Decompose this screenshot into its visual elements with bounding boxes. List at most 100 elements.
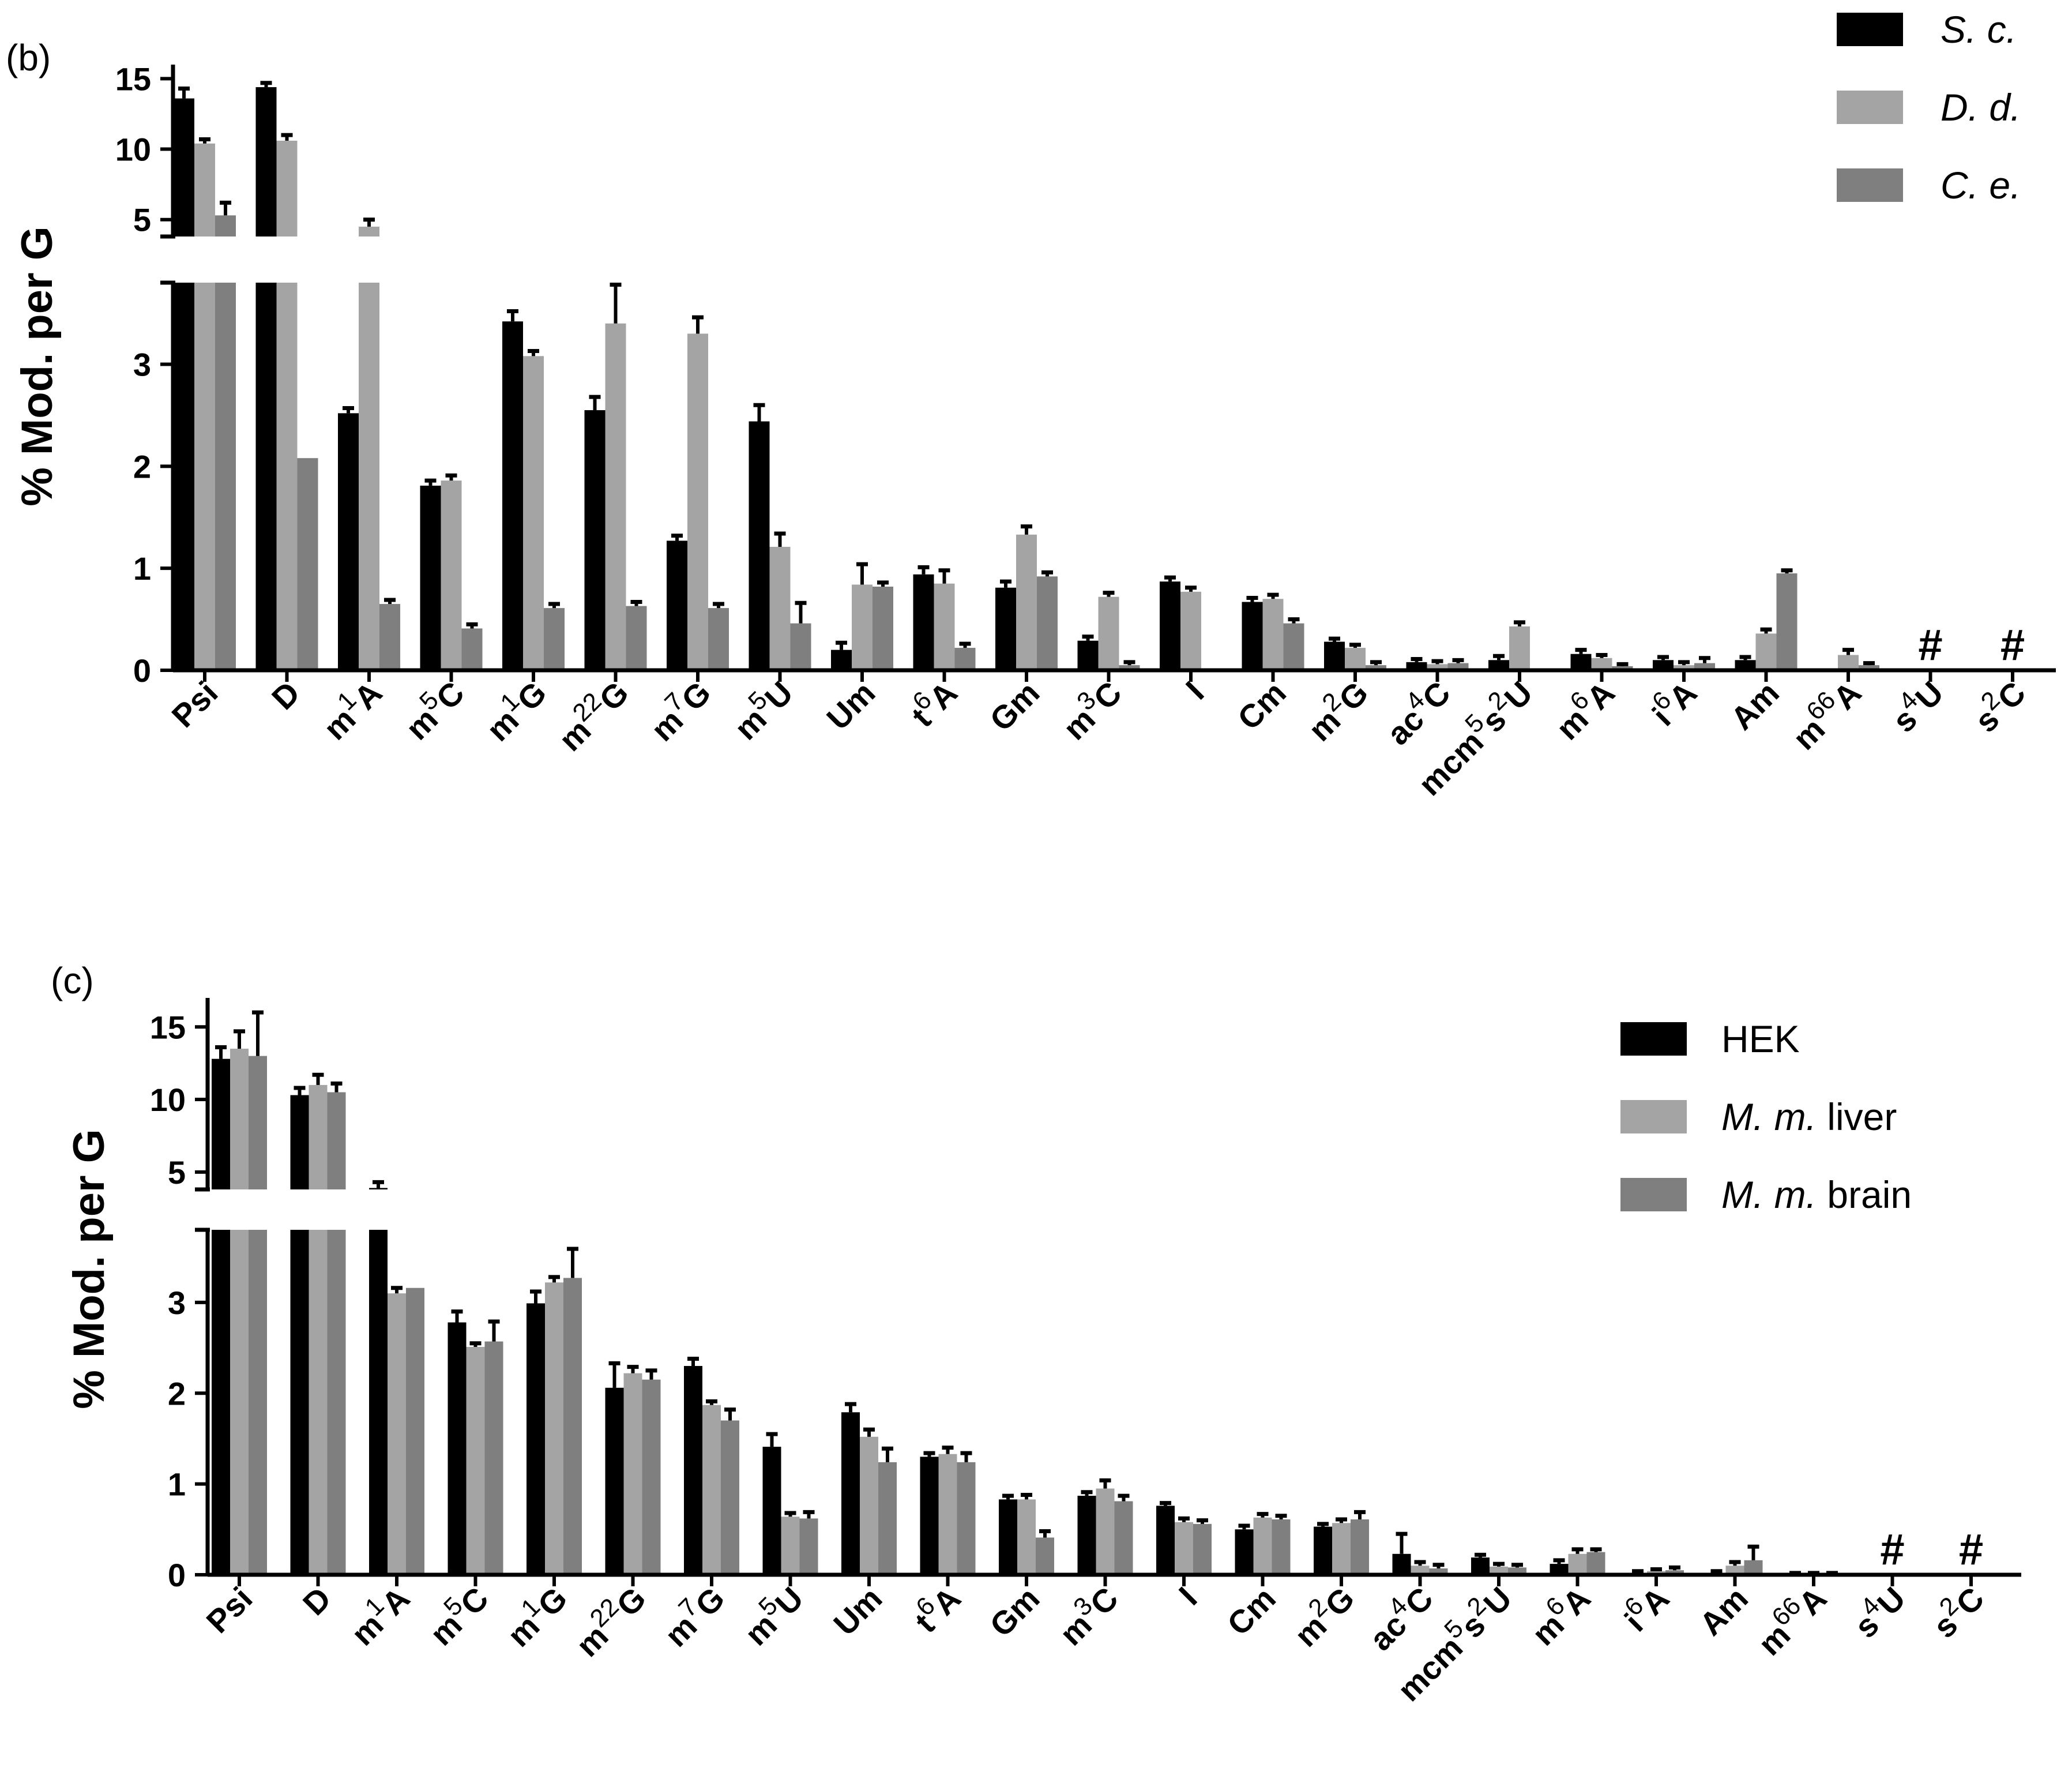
legend-swatch (1837, 13, 1903, 46)
bar-S. c.-m5U-lower (749, 421, 770, 670)
bar-D. d.-m3C-lower (1098, 596, 1119, 670)
bar-M. m. liver-m7G-lower (702, 1405, 721, 1575)
bar-HEK-m22G-lower (605, 1387, 624, 1575)
x-tick-label: Cm (1231, 674, 1293, 737)
bar-M. m. brain-Cm-lower (1272, 1519, 1291, 1575)
bar-C. e.-m1G-lower (544, 608, 565, 670)
bar-M. m. brain-Am-lower (1744, 1560, 1763, 1575)
x-tick-label: t6A (900, 669, 964, 734)
bar-M. m. liver-m6A-lower (1568, 1553, 1587, 1575)
bar-D. d.-Cm-lower (1262, 599, 1284, 670)
bar-HEK-D-lower (290, 1230, 309, 1575)
x-tick-label: i6A (1641, 669, 1704, 733)
not-detected-mark: # (1918, 621, 1942, 670)
x-tick-label: Cm (1220, 1580, 1283, 1642)
x-tick-label: m5U (733, 1575, 810, 1652)
bar-D. d.-Gm-lower (1016, 534, 1037, 670)
bar-M. m. brain-Psi-upper (249, 1056, 267, 1189)
bar-D. d.-ac4C-lower (1427, 664, 1448, 670)
bar-M. m. liver-m22G-lower (623, 1373, 642, 1575)
bar-C. e.-m6A-lower (1612, 666, 1633, 670)
bar-D. d.-Psi-upper (194, 143, 215, 237)
bar-M. m. brain-m1A-lower (406, 1287, 424, 1575)
x-tick-label: s2C (1921, 1575, 1991, 1645)
bar-M. m. brain-D-lower (327, 1230, 346, 1575)
bar-D. d.-Psi-lower (194, 283, 215, 670)
x-tick-label: m22G (547, 669, 635, 758)
bar-M. m. brain-I-lower (1193, 1523, 1212, 1575)
x-tick-label: m1A (339, 1575, 416, 1652)
bar-M. m. liver-Cm-lower (1253, 1517, 1272, 1575)
bar-C. e.-Psi-upper (215, 215, 236, 237)
bar-M. m. liver-Psi-lower (230, 1230, 249, 1575)
bar-HEK-m2G-lower (1314, 1526, 1332, 1575)
bar-HEK-m1A-lower (369, 1230, 388, 1575)
bar-S. c.-mcm5s2U-lower (1488, 660, 1509, 670)
bar-S. c.-m1G-lower (502, 321, 523, 670)
bar-M. m. brain-m3C-lower (1114, 1501, 1133, 1575)
x-tick-label: t6A (903, 1575, 968, 1639)
panel-label: (b) (6, 37, 51, 78)
bar-HEK-m7G-lower (684, 1366, 702, 1575)
bar-HEK-ac4C-lower (1392, 1553, 1411, 1575)
bar-S. c.-Um-lower (831, 650, 852, 670)
x-tick-label: m6A (1520, 1575, 1597, 1652)
bar-HEK-Gm-lower (999, 1499, 1017, 1575)
bar-D. d.-t6A-lower (934, 583, 955, 670)
legend-label: S. c. (1941, 8, 2017, 51)
bar-M. m. liver-Am-lower (1725, 1566, 1744, 1575)
bar-C. e.-D-lower (297, 458, 318, 670)
x-tick-label: D (296, 1580, 338, 1622)
x-tick-label: m7G (639, 669, 717, 748)
y-tick-label: 0 (133, 652, 151, 689)
bar-S. c.-Psi-upper (174, 98, 194, 237)
y-tick-label: 3 (133, 346, 151, 382)
bar-M. m. liver-t6A-lower (938, 1454, 957, 1575)
x-tick-label: m7G (653, 1575, 731, 1653)
bar-M. m. liver-I-lower (1175, 1522, 1193, 1575)
x-tick-label: m2G (1296, 669, 1375, 748)
bar-D. d.-m2G-lower (1345, 648, 1366, 670)
bar-HEK-m6A-lower (1550, 1564, 1569, 1575)
bar-S. c.-m1A-lower (338, 413, 359, 670)
bar-C. e.-Am-lower (1776, 573, 1798, 670)
bar-C. e.-m5U-lower (790, 623, 811, 670)
legend-label: C. e. (1941, 164, 2021, 207)
legend-label-italic: M. m. (1721, 1173, 1817, 1216)
bar-D. d.-i6A-lower (1674, 665, 1694, 670)
bar-C. e.-m22G-lower (626, 606, 647, 670)
bar-S. c.-i6A-lower (1653, 660, 1674, 670)
x-tick-label: I (1179, 674, 1211, 707)
bar-HEK-m1A-upper (369, 1188, 388, 1189)
bar-M. m. brain-Gm-lower (1036, 1537, 1054, 1575)
legend-label: M. m. brain (1721, 1173, 1912, 1216)
bar-D. d.-m5C-lower (441, 481, 462, 670)
bar-S. c.-Am-lower (1735, 660, 1756, 670)
x-tick-label: s2C (1963, 669, 2033, 739)
bar-D. d.-m1A-lower (359, 283, 379, 670)
y-axis-label: % Mod. per G (65, 1129, 114, 1409)
bar-M. m. liver-Psi-upper (230, 1049, 249, 1189)
bar-M. m. brain-m2G-lower (1351, 1519, 1369, 1575)
bar-HEK-m5C-lower (448, 1322, 467, 1575)
bar-S. c.-m7G-lower (667, 540, 687, 670)
bar-D. d.-m1A-upper (359, 226, 379, 237)
bar-S. c.-m6A-lower (1570, 654, 1592, 670)
bar-S. c.-Cm-lower (1242, 602, 1263, 670)
bar-D. d.-mcm5s2U-lower (1509, 626, 1530, 670)
panel-label: (c) (51, 960, 94, 1001)
legend-label-suffix: brain (1817, 1173, 1912, 1216)
y-tick-label: 3 (168, 1285, 186, 1321)
bar-D. d.-D-upper (276, 140, 298, 237)
legend-label: M. m. liver (1721, 1095, 1897, 1138)
x-tick-label: Am (1724, 674, 1786, 737)
bar-HEK-m3C-lower (1077, 1496, 1096, 1575)
bar-S. c.-Psi-lower (174, 283, 194, 670)
y-tick-label: 2 (168, 1375, 186, 1412)
x-tick-label: Um (819, 674, 882, 737)
bar-S. c.-t6A-lower (913, 574, 934, 670)
legend-label-suffix: liver (1817, 1095, 1897, 1138)
x-tick-label: m5C (418, 1575, 495, 1652)
x-tick-label: m1G (475, 669, 553, 748)
